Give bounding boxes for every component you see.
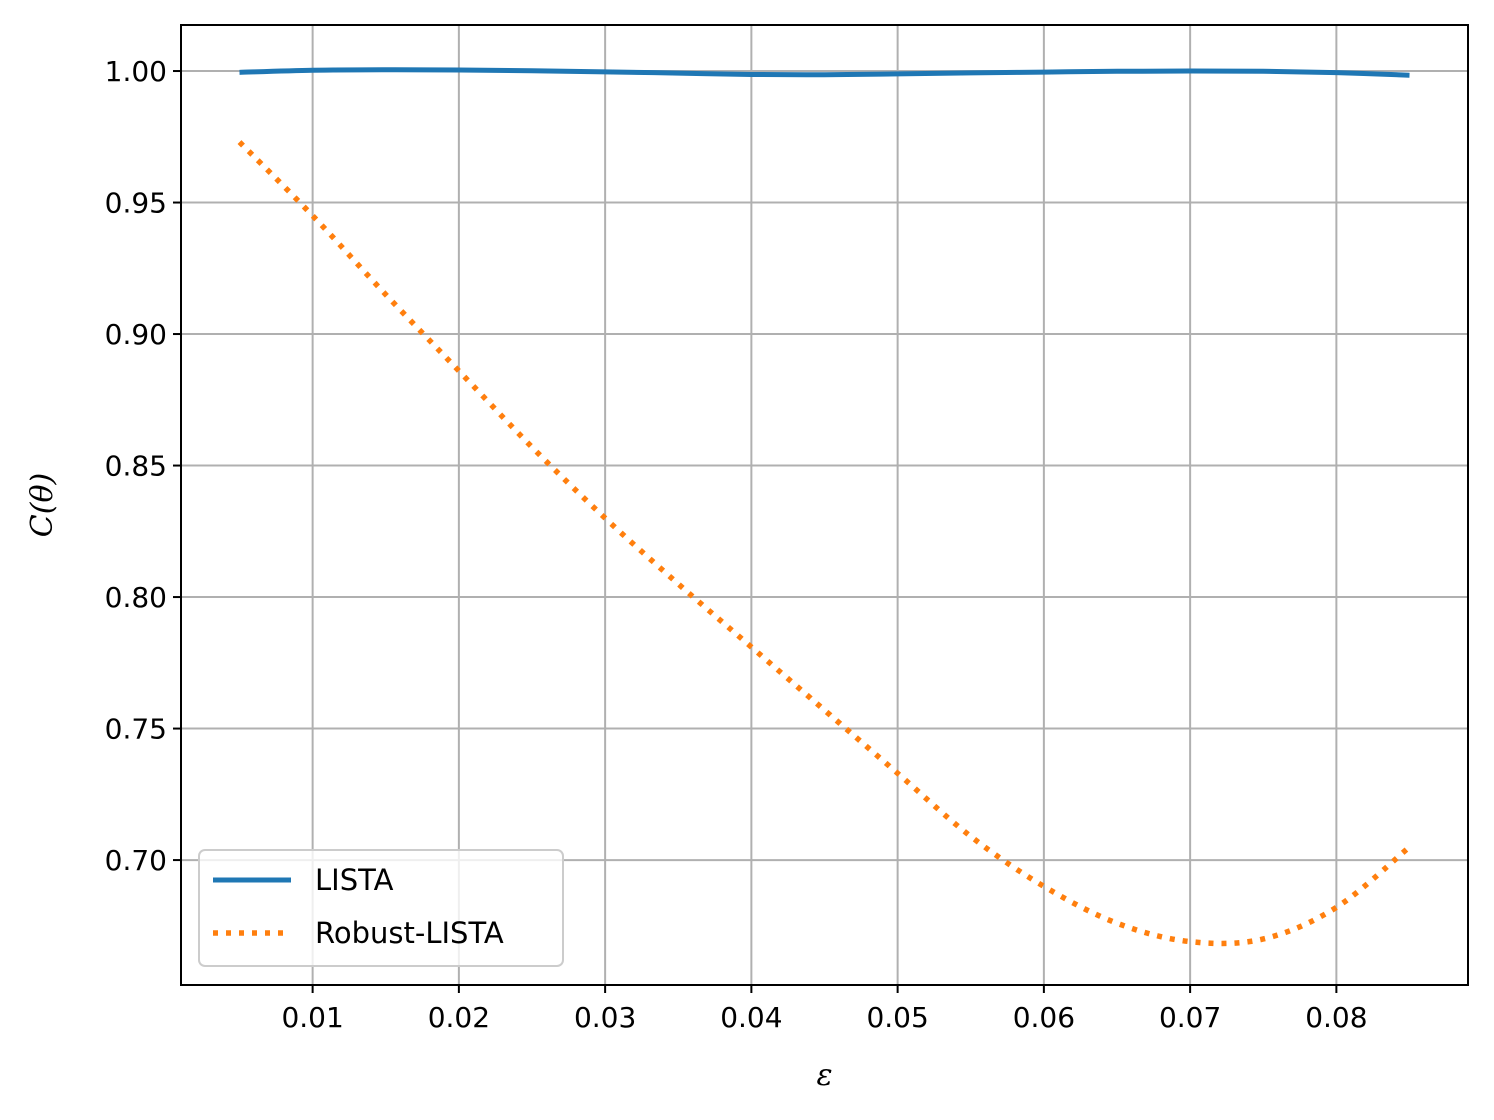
y-tick-label: 1.00 <box>105 55 167 88</box>
legend-label-2: Robust-LISTA <box>315 916 504 950</box>
series-line-2 <box>237 140 1412 947</box>
y-tick-label: 0.95 <box>105 187 167 220</box>
legend: LISTA Robust-LISTA <box>198 849 564 967</box>
y-axis-label: C(θ) <box>25 473 60 537</box>
x-tick-label: 0.01 <box>281 1001 343 1034</box>
x-tick-label: 0.03 <box>574 1001 636 1034</box>
x-tick-label: 0.06 <box>1013 1001 1075 1034</box>
plot-frame <box>180 24 1469 986</box>
x-tick-label: 0.02 <box>428 1001 490 1034</box>
y-tick-label: 0.90 <box>105 318 167 351</box>
x-tick-label: 0.07 <box>1159 1001 1221 1034</box>
y-tick-label: 0.80 <box>105 581 167 614</box>
series-lines <box>237 67 1412 947</box>
y-tick-label: 0.70 <box>105 844 167 877</box>
y-tick-label: 0.75 <box>105 713 167 746</box>
x-tick-label: 0.08 <box>1305 1001 1367 1034</box>
legend-label-1: LISTA <box>315 863 394 897</box>
y-tick-label: 0.85 <box>105 450 167 483</box>
series-line-1 <box>239 67 1410 78</box>
axis-ticks: 0.01 0.02 0.03 0.04 0.05 0.06 0.07 0.08 0.70 0.75… <box>105 55 1368 1034</box>
x-axis-label: ε <box>816 1058 832 1093</box>
x-tick-label: 0.05 <box>866 1001 928 1034</box>
x-tick-label: 0.04 <box>720 1001 782 1034</box>
